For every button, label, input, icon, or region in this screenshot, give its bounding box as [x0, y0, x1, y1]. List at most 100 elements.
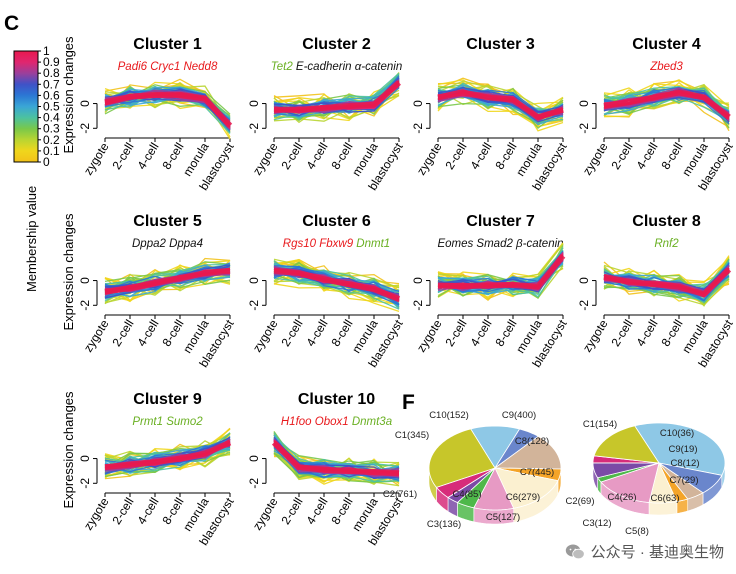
- x-tick-label: 4-cell: [134, 317, 161, 349]
- cluster-title: Cluster 3: [466, 36, 535, 53]
- colorbar: [13, 50, 39, 163]
- colorbar-tick-label: 1: [43, 44, 50, 58]
- gene-name: Dnmt3a: [349, 416, 392, 428]
- pie-slice-label: C8(128): [515, 436, 549, 447]
- pie-slice: [494, 428, 540, 469]
- colorbar-tick-label: 0.1: [43, 144, 60, 158]
- y-tick-label: 0: [247, 277, 261, 284]
- pie-slice: [648, 461, 678, 504]
- y-tick-label: 0: [78, 277, 92, 284]
- colorbar-tick-label: 0.8: [43, 66, 60, 80]
- x-tick-label: zygote: [81, 140, 112, 178]
- y-axis-title: Expression changes: [61, 391, 76, 509]
- gene-name: Eomes Smad2 β-catenin: [437, 238, 563, 250]
- x-tick-label: zygote: [250, 495, 281, 533]
- y-tick-label: -2: [78, 300, 92, 311]
- x-tick-label: zygote: [414, 140, 445, 178]
- cluster-title: Cluster 2: [302, 36, 371, 53]
- pie-chart-2: C1(154) C10(36) C9(19) C8(12) C7(29) C6(63) C5…: [565, 419, 726, 537]
- cluster-panel-6: Cluster 6 Rgs10 Fbxw9 Dnmt1 0 -2 zygote2-cel…: [247, 213, 406, 370]
- y-tick-label: -2: [411, 123, 425, 134]
- gene-annotation: Rnf2: [654, 238, 679, 250]
- centroid-line: [437, 89, 564, 121]
- cluster-panel-3: Cluster 30-2zygote2-cell4-cell8-cellmoru…: [411, 36, 570, 193]
- gene-annotation: Zbed3: [649, 61, 683, 73]
- x-tick-label: 4-cell: [303, 317, 330, 349]
- pie-slice: [470, 425, 521, 469]
- x-tick-label: 2-cell: [109, 317, 136, 349]
- gene-annotation: Prmt1 Sumo2: [132, 416, 203, 428]
- pie-slice-label: C7(29): [669, 475, 698, 486]
- y-tick-label: -2: [78, 123, 92, 134]
- centroid-line: [104, 439, 232, 471]
- pie-slice: [658, 462, 689, 502]
- pie-slice-label: C1(345): [395, 430, 429, 441]
- colorbar-tick-label: 0.3: [43, 122, 60, 136]
- y-tick-label: -2: [247, 123, 261, 134]
- cluster-panel-8: Cluster 8Rnf20-2zygote2-cell4-cell8-cell…: [577, 213, 736, 370]
- series-line: [603, 274, 730, 302]
- cluster-panel-1: Cluster 1 Padi6 Cryc1 Nedd8 0 -2 zygote2-cel…: [61, 36, 237, 193]
- gene-name: Zbed3: [649, 61, 683, 73]
- pie-slice-label: C10(36): [660, 428, 694, 439]
- y-tick-label: 0: [577, 277, 591, 284]
- x-tick-label: zygote: [580, 317, 611, 355]
- centroid-line: [104, 91, 233, 128]
- pie-slice: [435, 467, 496, 498]
- pie-slice: [473, 467, 515, 511]
- pie-slice-label: C10(152): [429, 410, 469, 421]
- y-tick-label: 0: [411, 100, 425, 107]
- centroid-line: [274, 80, 401, 113]
- pie-slice: [658, 462, 704, 500]
- gene-name: Dnmt1: [353, 238, 390, 250]
- pie-slice-label: C5(8): [625, 526, 649, 537]
- x-tick-label: 4-cell: [134, 495, 161, 527]
- pie-slice-label: C3(136): [427, 519, 461, 530]
- pie-slice-label: C6(279): [506, 492, 540, 503]
- pie-slice: [600, 462, 660, 503]
- y-tick-label: 0: [247, 100, 261, 107]
- y-tick-label: 0: [411, 277, 425, 284]
- pie-slice-label: C8(12): [670, 458, 699, 469]
- x-tick-label: 4-cell: [633, 140, 660, 172]
- cluster-title: Cluster 7: [466, 213, 535, 230]
- pie-slice-label: C4(26): [607, 492, 636, 503]
- panel-label-f: F: [402, 391, 415, 414]
- pie-slice: [593, 425, 660, 464]
- cluster-title: Cluster 1: [133, 36, 202, 53]
- gene-annotation: Tet2 E-cadherin α-catenin: [271, 61, 402, 73]
- gene-name: Prmt1 Sumo2: [132, 416, 203, 428]
- x-tick-label: zygote: [81, 317, 112, 355]
- pie-slice-label: C9(19): [668, 444, 697, 455]
- pie-slice: [494, 467, 559, 509]
- centroid-line: [603, 267, 732, 298]
- x-tick-label: 4-cell: [303, 140, 330, 172]
- x-tick-label: 4-cell: [467, 317, 494, 349]
- pie-slice: [634, 422, 726, 476]
- x-tick-label: 2-cell: [109, 495, 136, 527]
- x-tick-label: 2-cell: [442, 140, 469, 172]
- y-tick-label: -2: [78, 478, 92, 489]
- cluster-title: Cluster 4: [632, 36, 701, 53]
- centroid-line: [437, 253, 566, 290]
- x-tick-label: 2-cell: [278, 495, 305, 527]
- x-tick-label: zygote: [414, 317, 445, 355]
- cluster-panel-7: Cluster 7 Eomes Smad2 β-catenin 0 -2 zygote2…: [411, 213, 570, 370]
- pie-slice-label: C2(761): [383, 489, 417, 500]
- centroid-line: [271, 440, 400, 477]
- centroid-line: [104, 267, 231, 295]
- cluster-title: Cluster 6: [302, 213, 371, 230]
- pie-slice-label: C2(69): [565, 496, 594, 507]
- gene-name: H1foo Obox1: [281, 416, 349, 428]
- pie-slice: [592, 462, 660, 479]
- y-tick-label: 0: [78, 455, 92, 462]
- cluster-panel-2: Cluster 2 Tet2 E-cadherin α-catenin 0 -2 zyg…: [247, 36, 406, 193]
- x-tick-label: zygote: [250, 317, 281, 355]
- pie-slice-label: C1(154): [583, 419, 617, 430]
- colorbar-tick-label: 0.5: [43, 100, 60, 114]
- wechat-icon: [565, 544, 585, 559]
- x-tick-label: 4-cell: [303, 495, 330, 527]
- centroid-line: [603, 89, 731, 120]
- y-tick-label: -2: [247, 300, 261, 311]
- pie-slice-label: C7(445): [520, 467, 554, 478]
